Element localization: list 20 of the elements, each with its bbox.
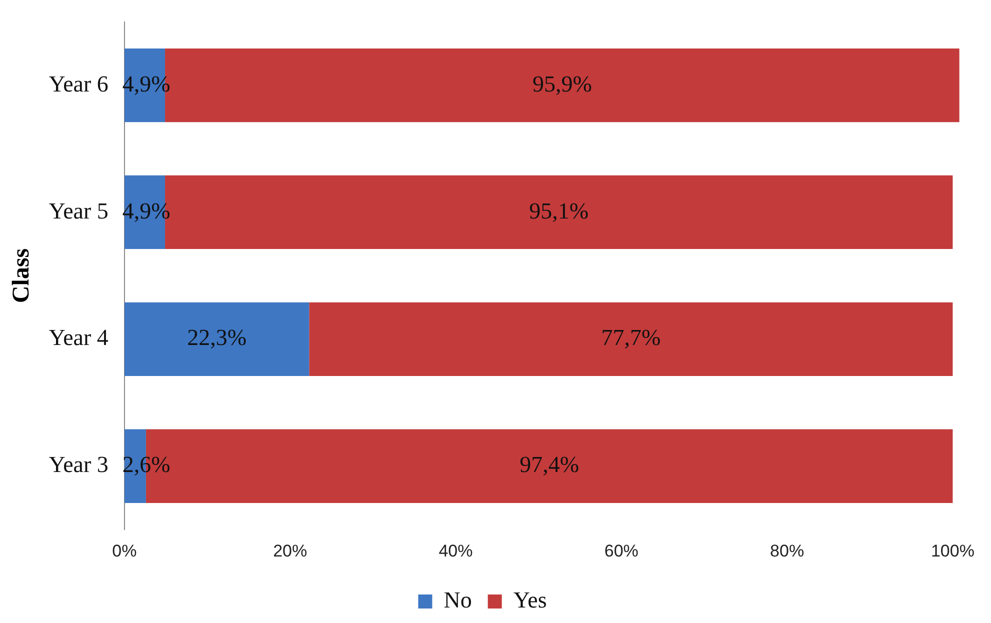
y-tick-label: Year 5: [48, 198, 108, 224]
legend-label: Yes: [513, 588, 547, 613]
y-tick-label: Year 4: [48, 325, 109, 350]
x-tick-label: 40%: [438, 541, 473, 560]
data-label: 22,3%: [187, 325, 246, 350]
data-label: 95,1%: [529, 198, 589, 224]
data-label: 95,9%: [532, 71, 592, 96]
x-tick-label: 100%: [930, 541, 974, 560]
x-tick-label: 60%: [604, 541, 638, 560]
x-tick-label: 80%: [770, 541, 804, 560]
y-tick-label: Year 3: [48, 452, 108, 478]
x-tick-label: 0%: [112, 541, 137, 560]
bar: [124, 302, 310, 376]
y-tick-label: Year 6: [48, 71, 108, 96]
bar: [309, 302, 953, 376]
legend-label: No: [444, 588, 472, 613]
x-tick-label: 20%: [273, 541, 308, 560]
y-axis-title: Class: [8, 248, 35, 304]
data-label: 77,7%: [601, 325, 661, 350]
data-label: 97,4%: [520, 452, 580, 478]
